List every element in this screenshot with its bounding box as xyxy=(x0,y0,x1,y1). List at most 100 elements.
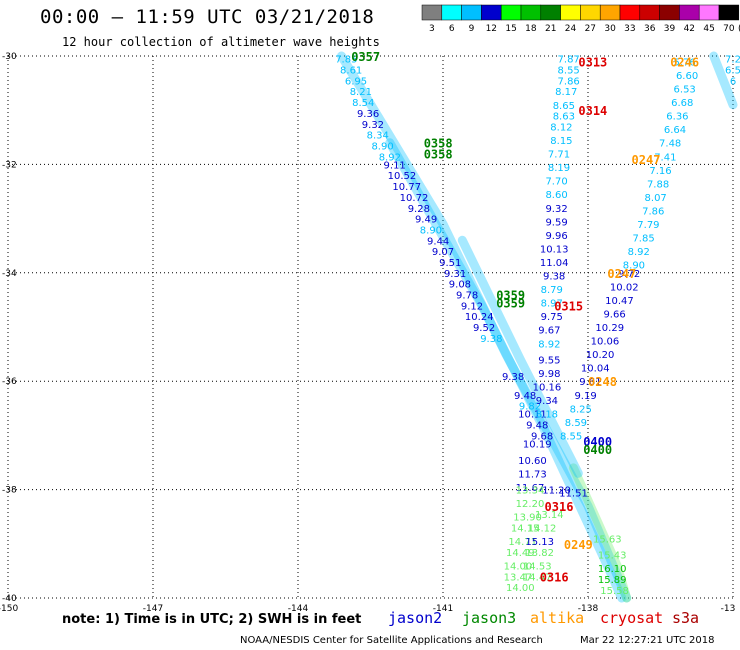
swh-label: 8.65 xyxy=(553,101,575,112)
pass-time-label: 0400 xyxy=(583,443,612,457)
satellite-legend-s3a: s3a xyxy=(672,609,700,627)
swh-label: 8.25 xyxy=(570,404,592,415)
swh-label: 7.85 xyxy=(335,55,357,66)
swh-label: 13.14 xyxy=(535,510,564,521)
swh-label: 8.07 xyxy=(645,193,667,204)
swh-label: 14.47 xyxy=(523,572,552,583)
track-layer xyxy=(337,51,738,603)
scale-label: 45 xyxy=(703,24,714,34)
swh-label: 8.92 xyxy=(628,247,650,258)
swh-label: 9.19 xyxy=(574,391,596,402)
swh-label: 7.86 xyxy=(642,206,664,217)
scale-label: 70 xyxy=(723,24,735,34)
chart-title: 00:00 – 11:59 UTC 03/21/2018 xyxy=(40,6,375,28)
swh-label: 10.13 xyxy=(540,244,569,255)
swh-label: 10.60 xyxy=(518,456,547,467)
swh-label: 9.32 xyxy=(545,204,567,215)
y-tick-label: -30 xyxy=(2,52,17,62)
swh-label: 9.12 xyxy=(461,301,483,312)
swh-label: 11.51 xyxy=(559,488,588,499)
swh-label: 7.70 xyxy=(545,177,567,188)
pass-time-label: 0358 xyxy=(424,137,453,151)
scale-label: 39 xyxy=(664,24,676,34)
y-tick-label: -32 xyxy=(2,160,17,170)
swh-label: 9.66 xyxy=(603,309,625,320)
swh-label: 10.72 xyxy=(400,193,429,204)
satellite-legend-jason2: jason2 xyxy=(388,609,443,627)
pass-time-label: 0400 xyxy=(583,435,612,449)
scale-unit: (ft) xyxy=(738,24,740,34)
swh-label: 9.68 xyxy=(531,431,553,442)
swh-label: 9.28 xyxy=(408,204,430,215)
scale-label: 15 xyxy=(505,24,516,34)
scale-label: 21 xyxy=(545,24,556,34)
x-tick-label: -150 xyxy=(0,604,18,614)
x-tick-label: -147 xyxy=(143,604,163,614)
swh-label: 7.79 xyxy=(637,220,659,231)
swh-label: 11.20 xyxy=(542,486,571,497)
swh-label: 6.53 xyxy=(674,85,696,96)
swh-label: 6.68 xyxy=(671,98,693,109)
y-tick-label: -36 xyxy=(2,377,17,387)
swh-label: 7.41 xyxy=(654,152,676,163)
pass-time-label: 0316 xyxy=(540,570,569,584)
scale-label: 24 xyxy=(565,24,577,34)
swh-label: 9.38 xyxy=(543,272,565,283)
satellite-legend-jason3: jason3 xyxy=(462,609,517,627)
swh-label: 8.34 xyxy=(367,131,389,142)
scale-label: 6 xyxy=(449,24,455,34)
swh-label: 6.95 xyxy=(345,76,367,87)
x-tick-label: -138 xyxy=(578,604,599,614)
swh-label: 7.85 xyxy=(632,234,654,245)
swh-label: 9.31 xyxy=(444,269,466,280)
pass-time-label: 0316 xyxy=(545,500,574,514)
swh-label: 14.00 xyxy=(506,583,535,594)
swh-label: 9.61 xyxy=(579,377,601,388)
track-band xyxy=(337,51,632,603)
credit-line: NOAA/NESDIS Center for Satellite Applica… xyxy=(240,635,543,646)
swh-label: 8.79 xyxy=(541,285,563,296)
swh-label: 9.38 xyxy=(480,334,502,345)
scale-label: 9 xyxy=(469,24,475,34)
pass-time-label: 0314 xyxy=(578,104,607,118)
swh-label: 8.18 xyxy=(536,410,558,421)
scale-swatch xyxy=(560,4,581,21)
scale-swatch xyxy=(619,4,641,21)
swh-label: 8.19 xyxy=(548,163,570,174)
swh-label: 9.96 xyxy=(545,231,567,242)
y-tick-label: -38 xyxy=(2,486,17,496)
swh-label: 9.59 xyxy=(545,217,567,228)
swh-label: 15.89 xyxy=(598,575,627,586)
scale-swatch xyxy=(441,4,462,21)
scale-label: 30 xyxy=(604,24,616,34)
scale-swatch xyxy=(599,4,621,21)
pass-time-label: 0357 xyxy=(351,50,380,64)
swh-label: 5.76 xyxy=(674,57,696,68)
swh-label: 10.19 xyxy=(523,440,552,451)
swh-label: 6.60 xyxy=(676,71,698,82)
y-tick-label: -34 xyxy=(2,269,17,279)
generated-timestamp: Mar 22 12:27:21 UTC 2018 xyxy=(580,635,715,646)
track-band xyxy=(457,235,583,478)
swh-label: 6.64 xyxy=(664,125,686,136)
pass-time-label: 0358 xyxy=(424,148,453,162)
swh-label: 8.61 xyxy=(340,66,362,77)
x-tick-label: -13 xyxy=(721,604,736,614)
swh-label: 10.77 xyxy=(392,182,421,193)
swh-label: 9.49 xyxy=(415,215,437,226)
track-band xyxy=(569,463,632,603)
swh-label: 10.52 xyxy=(388,171,417,182)
swh-label: 9.51 xyxy=(439,258,461,269)
grid xyxy=(7,55,734,599)
x-tick-label: -144 xyxy=(288,604,309,614)
swh-label: 10.11 xyxy=(518,410,547,421)
swh-label: 11.67 xyxy=(516,483,545,494)
swh-label: 8.92 xyxy=(538,339,560,350)
scale-label: 27 xyxy=(585,24,596,34)
pass-time-label: 0359 xyxy=(496,288,525,302)
swh-label: 7.71 xyxy=(548,150,570,161)
scale-swatch xyxy=(659,4,680,21)
scale-swatch xyxy=(580,4,601,21)
chart-subtitle: 12 hour collection of altimeter wave hei… xyxy=(62,35,380,49)
